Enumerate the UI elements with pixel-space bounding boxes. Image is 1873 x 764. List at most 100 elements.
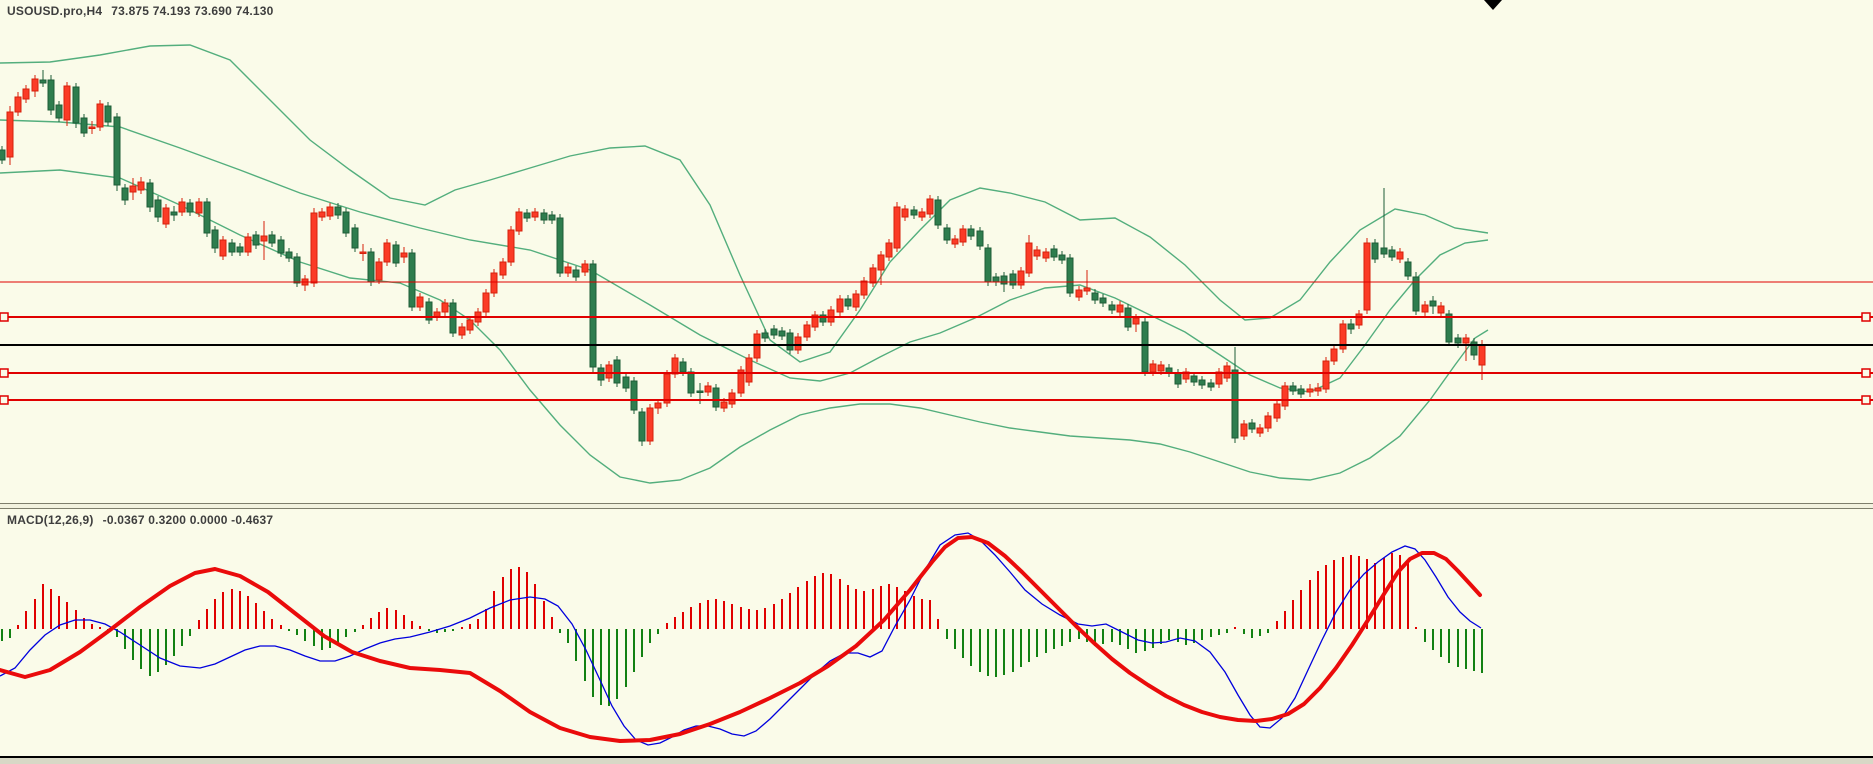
candle-up: [88, 126, 96, 129]
candle-up: [482, 292, 490, 313]
candle-up: [860, 280, 868, 296]
candle-up: [1273, 403, 1281, 419]
candle-down: [910, 209, 918, 216]
bollinger-upper-band: [0, 44, 1489, 363]
candle-up: [901, 208, 909, 218]
candle-down: [334, 206, 342, 216]
candle-up: [383, 242, 391, 263]
candle-down: [1470, 341, 1478, 356]
candle-up: [671, 357, 679, 375]
candle-up: [515, 211, 523, 232]
candle-up: [564, 266, 572, 274]
candle-up: [326, 206, 334, 217]
candle-down: [228, 242, 236, 253]
candle-down: [146, 182, 154, 208]
candle-down: [104, 105, 112, 123]
macd-indicator-name: MACD(12,26,9): [7, 513, 94, 527]
candle-down: [1190, 375, 1198, 383]
candle-up: [811, 314, 819, 328]
candle-up: [375, 261, 383, 281]
candle-down: [1066, 257, 1074, 294]
candle-down: [572, 269, 580, 278]
candle-down: [80, 117, 88, 134]
candle-down: [770, 328, 778, 336]
candle-up: [63, 85, 71, 121]
candle-down: [1207, 382, 1215, 388]
candle-down: [236, 246, 244, 253]
symbol-label: USOUSD.pro,H4: [7, 4, 103, 18]
candle-down: [211, 229, 219, 249]
line-anchor[interactable]: [0, 368, 9, 378]
macd-signal-line: [0, 535, 1482, 743]
candle-up: [400, 252, 408, 258]
candle-down: [819, 314, 827, 323]
candle-up: [458, 326, 466, 336]
candle-up: [1339, 323, 1347, 350]
line-anchor[interactable]: [0, 395, 9, 405]
candle-up: [1330, 348, 1338, 362]
candle-up: [244, 236, 252, 253]
candle-down: [47, 79, 55, 111]
candle-down: [589, 263, 597, 368]
candle-down: [392, 244, 400, 264]
candle-up: [1132, 317, 1140, 325]
candle-up: [96, 103, 104, 128]
candle-down: [943, 227, 951, 241]
candle-up: [1314, 387, 1322, 392]
candle-down: [1198, 379, 1206, 386]
candle-up: [1157, 364, 1165, 372]
candle-up: [852, 293, 860, 308]
candle-down: [630, 380, 638, 411]
candle-up: [1322, 360, 1330, 390]
candle-up: [1437, 305, 1445, 314]
candle-up: [737, 369, 745, 394]
candle-up: [869, 267, 877, 284]
candle-down: [170, 211, 178, 216]
candle-up: [499, 261, 507, 276]
candle-down: [1248, 422, 1256, 430]
candle-up: [310, 212, 318, 284]
chart-title: USOUSD.pro,H4 73.875 74.193 73.690 74.130: [7, 4, 274, 18]
candle-up: [663, 373, 671, 404]
candle-up: [1306, 388, 1314, 393]
candle-up: [720, 401, 728, 409]
candle-down: [967, 228, 975, 237]
macd-main-line: [0, 532, 1482, 746]
panel-separator[interactable]: [0, 503, 1873, 509]
candle-up: [6, 111, 14, 158]
candle-down: [1454, 337, 1462, 344]
candle-down: [1099, 297, 1107, 304]
candle-down: [367, 251, 375, 283]
candle-up: [1075, 289, 1083, 298]
candle-down: [613, 359, 621, 384]
candle-down: [1412, 276, 1420, 312]
candle-down: [1347, 323, 1355, 330]
candle-up: [1083, 287, 1091, 292]
candle-down: [1388, 249, 1396, 258]
candle-down: [786, 332, 794, 351]
line-anchor[interactable]: [1861, 395, 1871, 405]
line-anchor[interactable]: [1861, 368, 1871, 378]
candle-up: [877, 254, 885, 271]
macd-label: MACD(12,26,9) -0.0367 0.3200 0.0000 -0.46…: [7, 513, 273, 527]
candle-down: [121, 187, 129, 201]
candle-up: [441, 302, 449, 313]
bollinger-lower-band: [0, 169, 1489, 484]
candle-down: [268, 234, 276, 244]
candle-up: [893, 206, 901, 249]
candle-up: [1033, 249, 1041, 257]
line-anchor[interactable]: [0, 312, 9, 322]
candle-down: [39, 79, 47, 84]
candle-down: [203, 201, 211, 234]
candle-up: [219, 239, 227, 257]
candle-down: [778, 330, 786, 337]
candle-down: [55, 104, 63, 119]
candle-up: [1256, 427, 1264, 434]
candle-up: [1017, 270, 1025, 286]
candle-up: [1264, 415, 1272, 429]
candle-up: [959, 228, 967, 243]
candle-up: [260, 235, 268, 242]
candle-down: [1380, 247, 1388, 255]
line-anchor[interactable]: [1861, 312, 1871, 322]
